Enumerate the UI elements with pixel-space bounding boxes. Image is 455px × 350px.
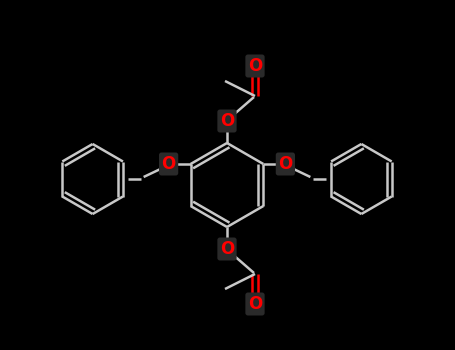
Text: O: O <box>278 155 293 173</box>
Text: O: O <box>220 240 234 258</box>
Text: O: O <box>248 295 262 313</box>
Text: O: O <box>162 155 176 173</box>
Text: O: O <box>248 57 262 75</box>
Text: O: O <box>220 112 234 130</box>
